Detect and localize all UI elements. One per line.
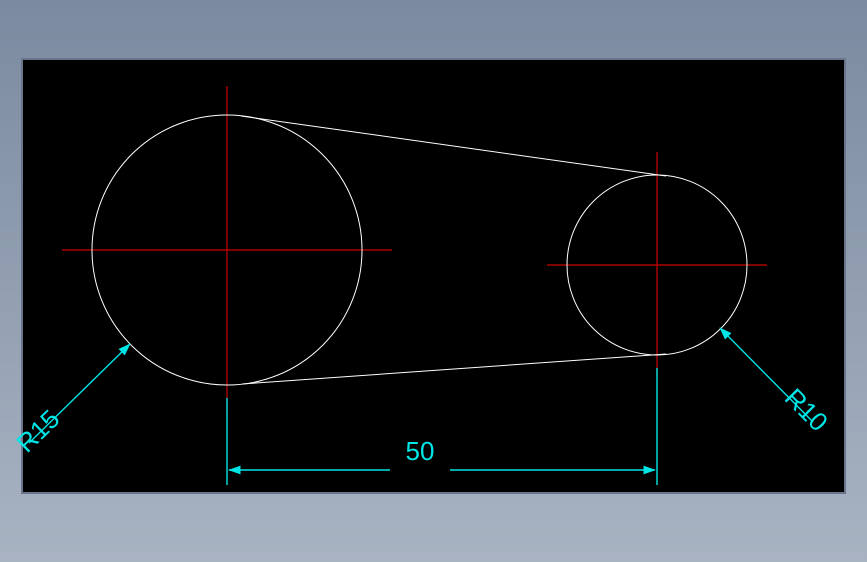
dim-text-50: 50 [406,436,435,466]
drawing-frame [22,59,845,493]
cad-viewport: 50R15R10 [0,0,867,562]
cad-drawing-svg: 50R15R10 [0,0,867,562]
